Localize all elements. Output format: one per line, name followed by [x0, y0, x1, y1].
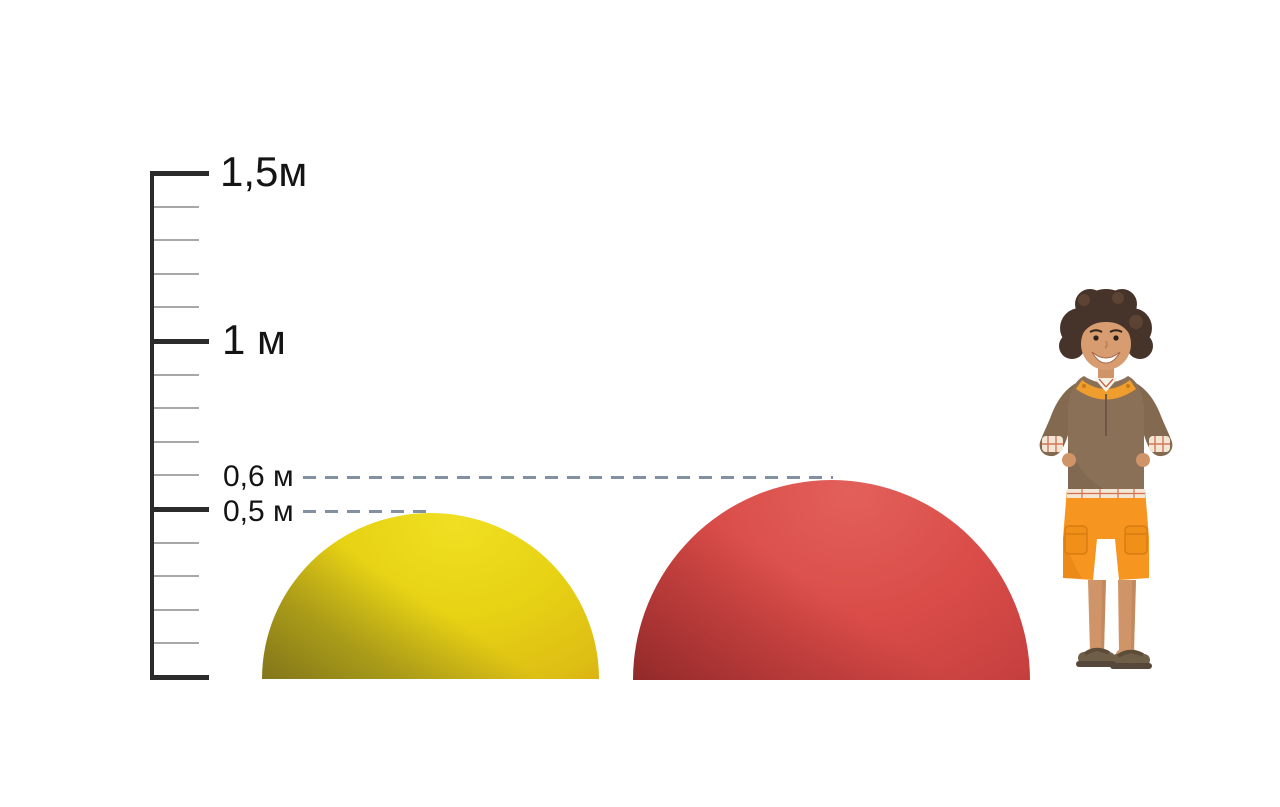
ruler-tick-minor	[154, 306, 199, 308]
boy-fringe	[1081, 315, 1131, 336]
ruler-tick-minor	[154, 609, 199, 611]
ruler-tick-minor	[154, 441, 199, 443]
boy-hand-left	[1062, 453, 1076, 467]
ruler-tick-major-0-5m	[150, 507, 209, 512]
ruler-tick-major-0m	[150, 675, 209, 680]
ruler-label-1m: 1 м	[222, 316, 286, 363]
boy-cuff-left	[1042, 436, 1063, 452]
ruler-tick-minor	[154, 407, 199, 409]
boy-shorts	[1063, 489, 1149, 580]
boy-nose	[1104, 340, 1108, 349]
measurement-label-0-5m: 0,5 м	[223, 495, 294, 528]
boy-eye-left	[1093, 335, 1099, 341]
yellow-dome	[262, 513, 599, 679]
boy-jacket	[1068, 376, 1144, 489]
boy-eye-right	[1113, 335, 1119, 341]
ruler-tick-minor	[154, 273, 199, 275]
ruler-tick-minor	[154, 206, 199, 208]
dashed-line-0-5m	[303, 510, 430, 513]
ruler-tick-minor	[154, 542, 199, 544]
ruler-vertical-line	[150, 171, 154, 680]
dashed-line-0-6m	[303, 476, 833, 479]
boy-legs	[1088, 580, 1136, 652]
measurement-label-0-6m: 0,6 м	[223, 460, 294, 493]
ruler-label-1-5m: 1,5м	[220, 148, 308, 195]
boy-head	[1059, 289, 1153, 370]
ruler-tick-minor	[154, 642, 199, 644]
boy-cargo-pocket-left	[1064, 525, 1088, 555]
red-dome	[633, 480, 1030, 680]
ruler-tick-major-1-5m	[150, 171, 209, 176]
child-figure	[1024, 286, 1188, 682]
child-figure-drawing	[1039, 289, 1173, 669]
boy-shirt-collar	[1094, 378, 1118, 392]
boy-belt	[1067, 489, 1145, 498]
boy-smile	[1091, 351, 1121, 364]
ruler-tick-minor	[154, 374, 199, 376]
boy-cuff-right	[1149, 436, 1170, 452]
boy-cargo-pocket-right	[1124, 525, 1148, 555]
boy-sandals	[1076, 647, 1152, 669]
ruler-tick-major-1m	[150, 339, 209, 344]
ruler-tick-minor	[154, 239, 199, 241]
boy-hand-right	[1136, 453, 1150, 467]
ruler-tick-minor	[154, 474, 199, 476]
ruler-tick-minor	[154, 575, 199, 577]
